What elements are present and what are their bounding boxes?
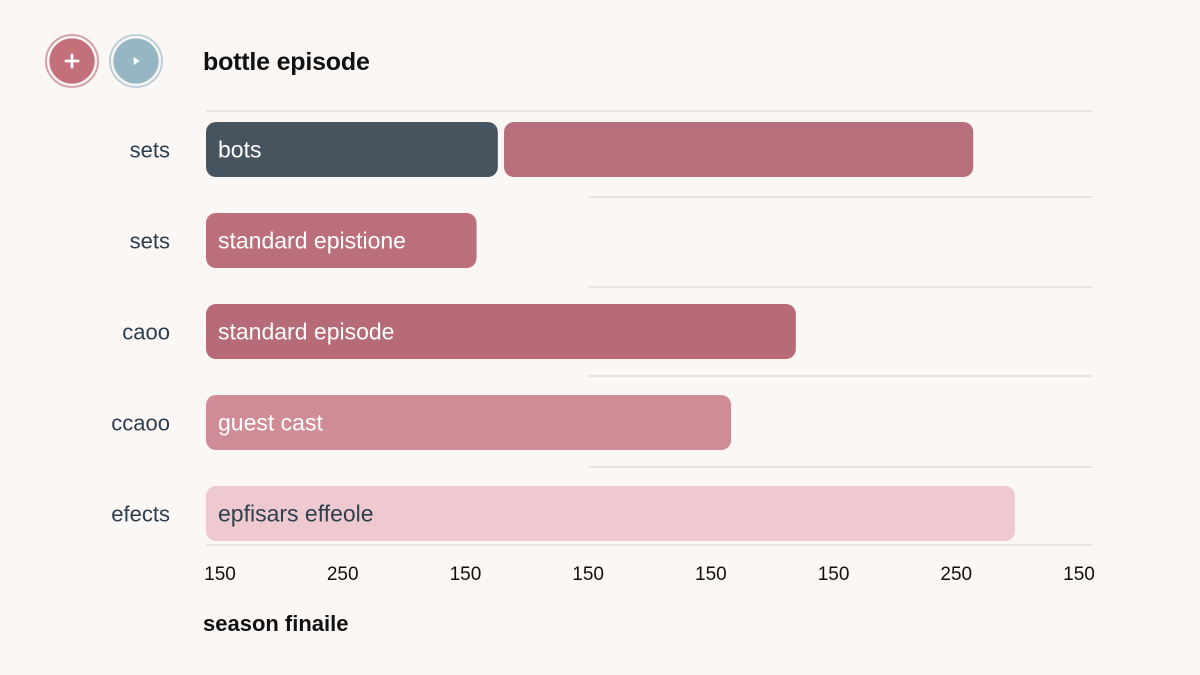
bar-segment <box>206 486 1015 541</box>
bar-label: epfisars effeole <box>218 501 374 527</box>
x-tick-label: 150 <box>695 564 727 585</box>
bar-segment <box>504 122 974 177</box>
plus-icon <box>49 38 95 84</box>
category-label: efects <box>111 502 170 527</box>
category-label: sets <box>130 229 170 254</box>
bar-label: standard episode <box>218 319 394 345</box>
bar-segment <box>206 122 498 177</box>
x-tick-label: 150 <box>572 564 604 585</box>
bar-segment <box>206 304 796 359</box>
play-icon <box>113 38 159 84</box>
category-label: ccaoo <box>111 411 170 436</box>
bar-label: standard epistione <box>218 228 406 254</box>
add-button[interactable] <box>45 34 99 88</box>
chart-title: bottle episode <box>203 48 370 76</box>
x-tick-label: 250 <box>327 564 359 585</box>
x-axis-caption: season finaile <box>203 611 349 636</box>
x-tick-label: 250 <box>940 564 972 585</box>
category-label: sets <box>130 138 170 163</box>
play-button[interactable] <box>109 34 163 88</box>
bar-segment <box>206 395 732 450</box>
category-label: caoo <box>122 320 170 345</box>
bar-label: guest cast <box>218 410 323 436</box>
bar-segment <box>206 213 477 268</box>
x-tick-label: 150 <box>450 564 482 585</box>
x-tick-label: 150 <box>1063 564 1095 585</box>
x-tick-label: 150 <box>818 564 850 585</box>
bar-label: bots <box>218 137 261 163</box>
x-tick-label: 150 <box>204 564 236 585</box>
